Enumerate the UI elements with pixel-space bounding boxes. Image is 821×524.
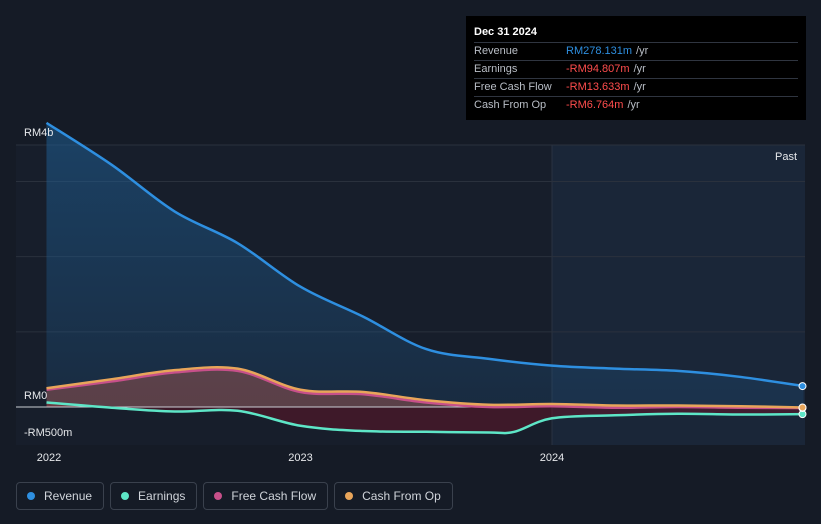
legend-item-free-cash-flow[interactable]: Free Cash Flow bbox=[203, 482, 329, 510]
revenue-line bbox=[45, 121, 804, 388]
tooltip-value: -RM6.764m bbox=[566, 99, 624, 111]
legend-label: Cash From Op bbox=[362, 489, 441, 503]
tooltip-date: Dec 31 2024 bbox=[474, 26, 537, 38]
tooltip-row-revenue: Revenue RM278.131m /yr bbox=[474, 42, 798, 60]
legend-label: Earnings bbox=[138, 489, 186, 503]
legend-item-earnings[interactable]: Earnings bbox=[110, 482, 198, 510]
tooltip-value: -RM94.807m bbox=[566, 63, 630, 75]
chart-legend: Revenue Earnings Free Cash Flow Cash Fro… bbox=[16, 482, 453, 510]
tooltip-row-earnings: Earnings -RM94.807m /yr bbox=[474, 60, 798, 78]
past-label: Past bbox=[775, 151, 797, 163]
tooltip-unit: /yr bbox=[636, 45, 649, 57]
revenue-area bbox=[46, 122, 804, 408]
y-tick-label: -RM500m bbox=[24, 427, 72, 439]
legend-item-revenue[interactable]: Revenue bbox=[16, 482, 105, 510]
tooltip-value: RM278.131m bbox=[566, 45, 633, 57]
legend-dot-icon bbox=[214, 492, 223, 500]
x-tick-label: 2022 bbox=[37, 452, 61, 464]
tooltip-unit: /yr bbox=[627, 99, 640, 111]
legend-dot-icon bbox=[121, 492, 130, 500]
cash-from-op-line bbox=[46, 365, 804, 409]
legend-label: Revenue bbox=[44, 489, 93, 503]
y-tick-label: RM4b bbox=[24, 127, 53, 139]
y-tick-label: RM0 bbox=[24, 390, 47, 402]
legend-dot-icon bbox=[345, 492, 354, 500]
cash-from-op-endpoint bbox=[798, 403, 807, 412]
tooltip-label: Cash From Op bbox=[474, 99, 547, 111]
x-tick-label: 2024 bbox=[540, 452, 564, 464]
tooltip-unit: /yr bbox=[633, 81, 646, 93]
cash-from-op-area bbox=[46, 367, 804, 408]
free-cash-flow-area bbox=[46, 369, 804, 409]
legend-dot-icon bbox=[27, 492, 35, 500]
data-tooltip: Dec 31 2024 Revenue RM278.131m /yr Earni… bbox=[466, 16, 806, 120]
free-cash-flow-line bbox=[46, 368, 804, 410]
tooltip-label: Revenue bbox=[474, 45, 519, 57]
tooltip-row-cash-from-op: Cash From Op -RM6.764m /yr bbox=[474, 96, 798, 114]
legend-label: Free Cash Flow bbox=[231, 489, 317, 503]
tooltip-row-free-cash-flow: Free Cash Flow -RM13.633m /yr bbox=[474, 78, 798, 96]
tooltip-label: Free Cash Flow bbox=[474, 81, 552, 93]
earnings-line bbox=[46, 401, 804, 435]
tooltip-label: Earnings bbox=[474, 63, 518, 75]
x-tick-label: 2023 bbox=[288, 452, 312, 464]
legend-item-cash-from-op[interactable]: Cash From Op bbox=[334, 482, 453, 510]
tooltip-value: -RM13.633m bbox=[566, 81, 630, 93]
tooltip-unit: /yr bbox=[633, 63, 646, 75]
revenue-endpoint bbox=[798, 382, 807, 391]
